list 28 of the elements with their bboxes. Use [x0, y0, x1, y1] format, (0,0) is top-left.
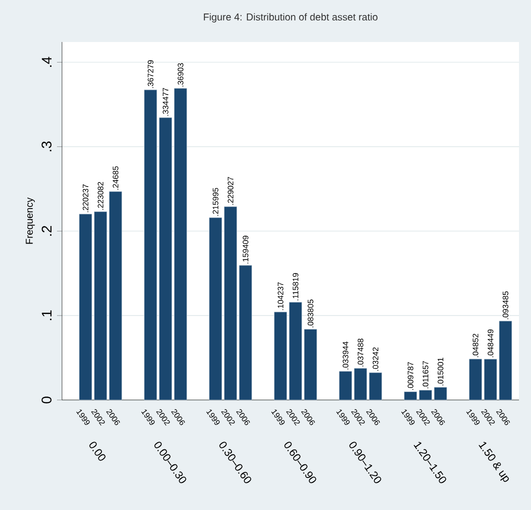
- bar: [79, 214, 92, 400]
- bar: [469, 358, 482, 400]
- y-axis-title: Frequency: [26, 197, 35, 244]
- bar: [224, 206, 238, 400]
- bar: [304, 329, 318, 400]
- bar: [159, 117, 172, 400]
- y-tick-label: .1: [42, 310, 52, 320]
- bar: [94, 211, 108, 400]
- bar: [144, 90, 158, 400]
- bar: [419, 390, 432, 400]
- bar: [354, 368, 368, 400]
- bar: [274, 312, 288, 400]
- y-tick-label: .3: [42, 141, 52, 152]
- bar: [289, 302, 302, 400]
- bar: [339, 371, 352, 400]
- bar: [174, 88, 188, 400]
- bar: [434, 387, 448, 400]
- y-tick-label: .4: [42, 56, 52, 67]
- bar: [239, 265, 252, 400]
- bar: [404, 392, 418, 400]
- bar: [209, 217, 222, 400]
- bar: [369, 372, 382, 400]
- bar: [484, 358, 498, 400]
- bar: [499, 320, 512, 400]
- y-tick-label: 0: [42, 396, 52, 404]
- y-tick-label: .2: [42, 226, 52, 236]
- chart-title: Figure 4: Distribution of debt asset ratio: [204, 13, 378, 22]
- bar: [109, 191, 122, 400]
